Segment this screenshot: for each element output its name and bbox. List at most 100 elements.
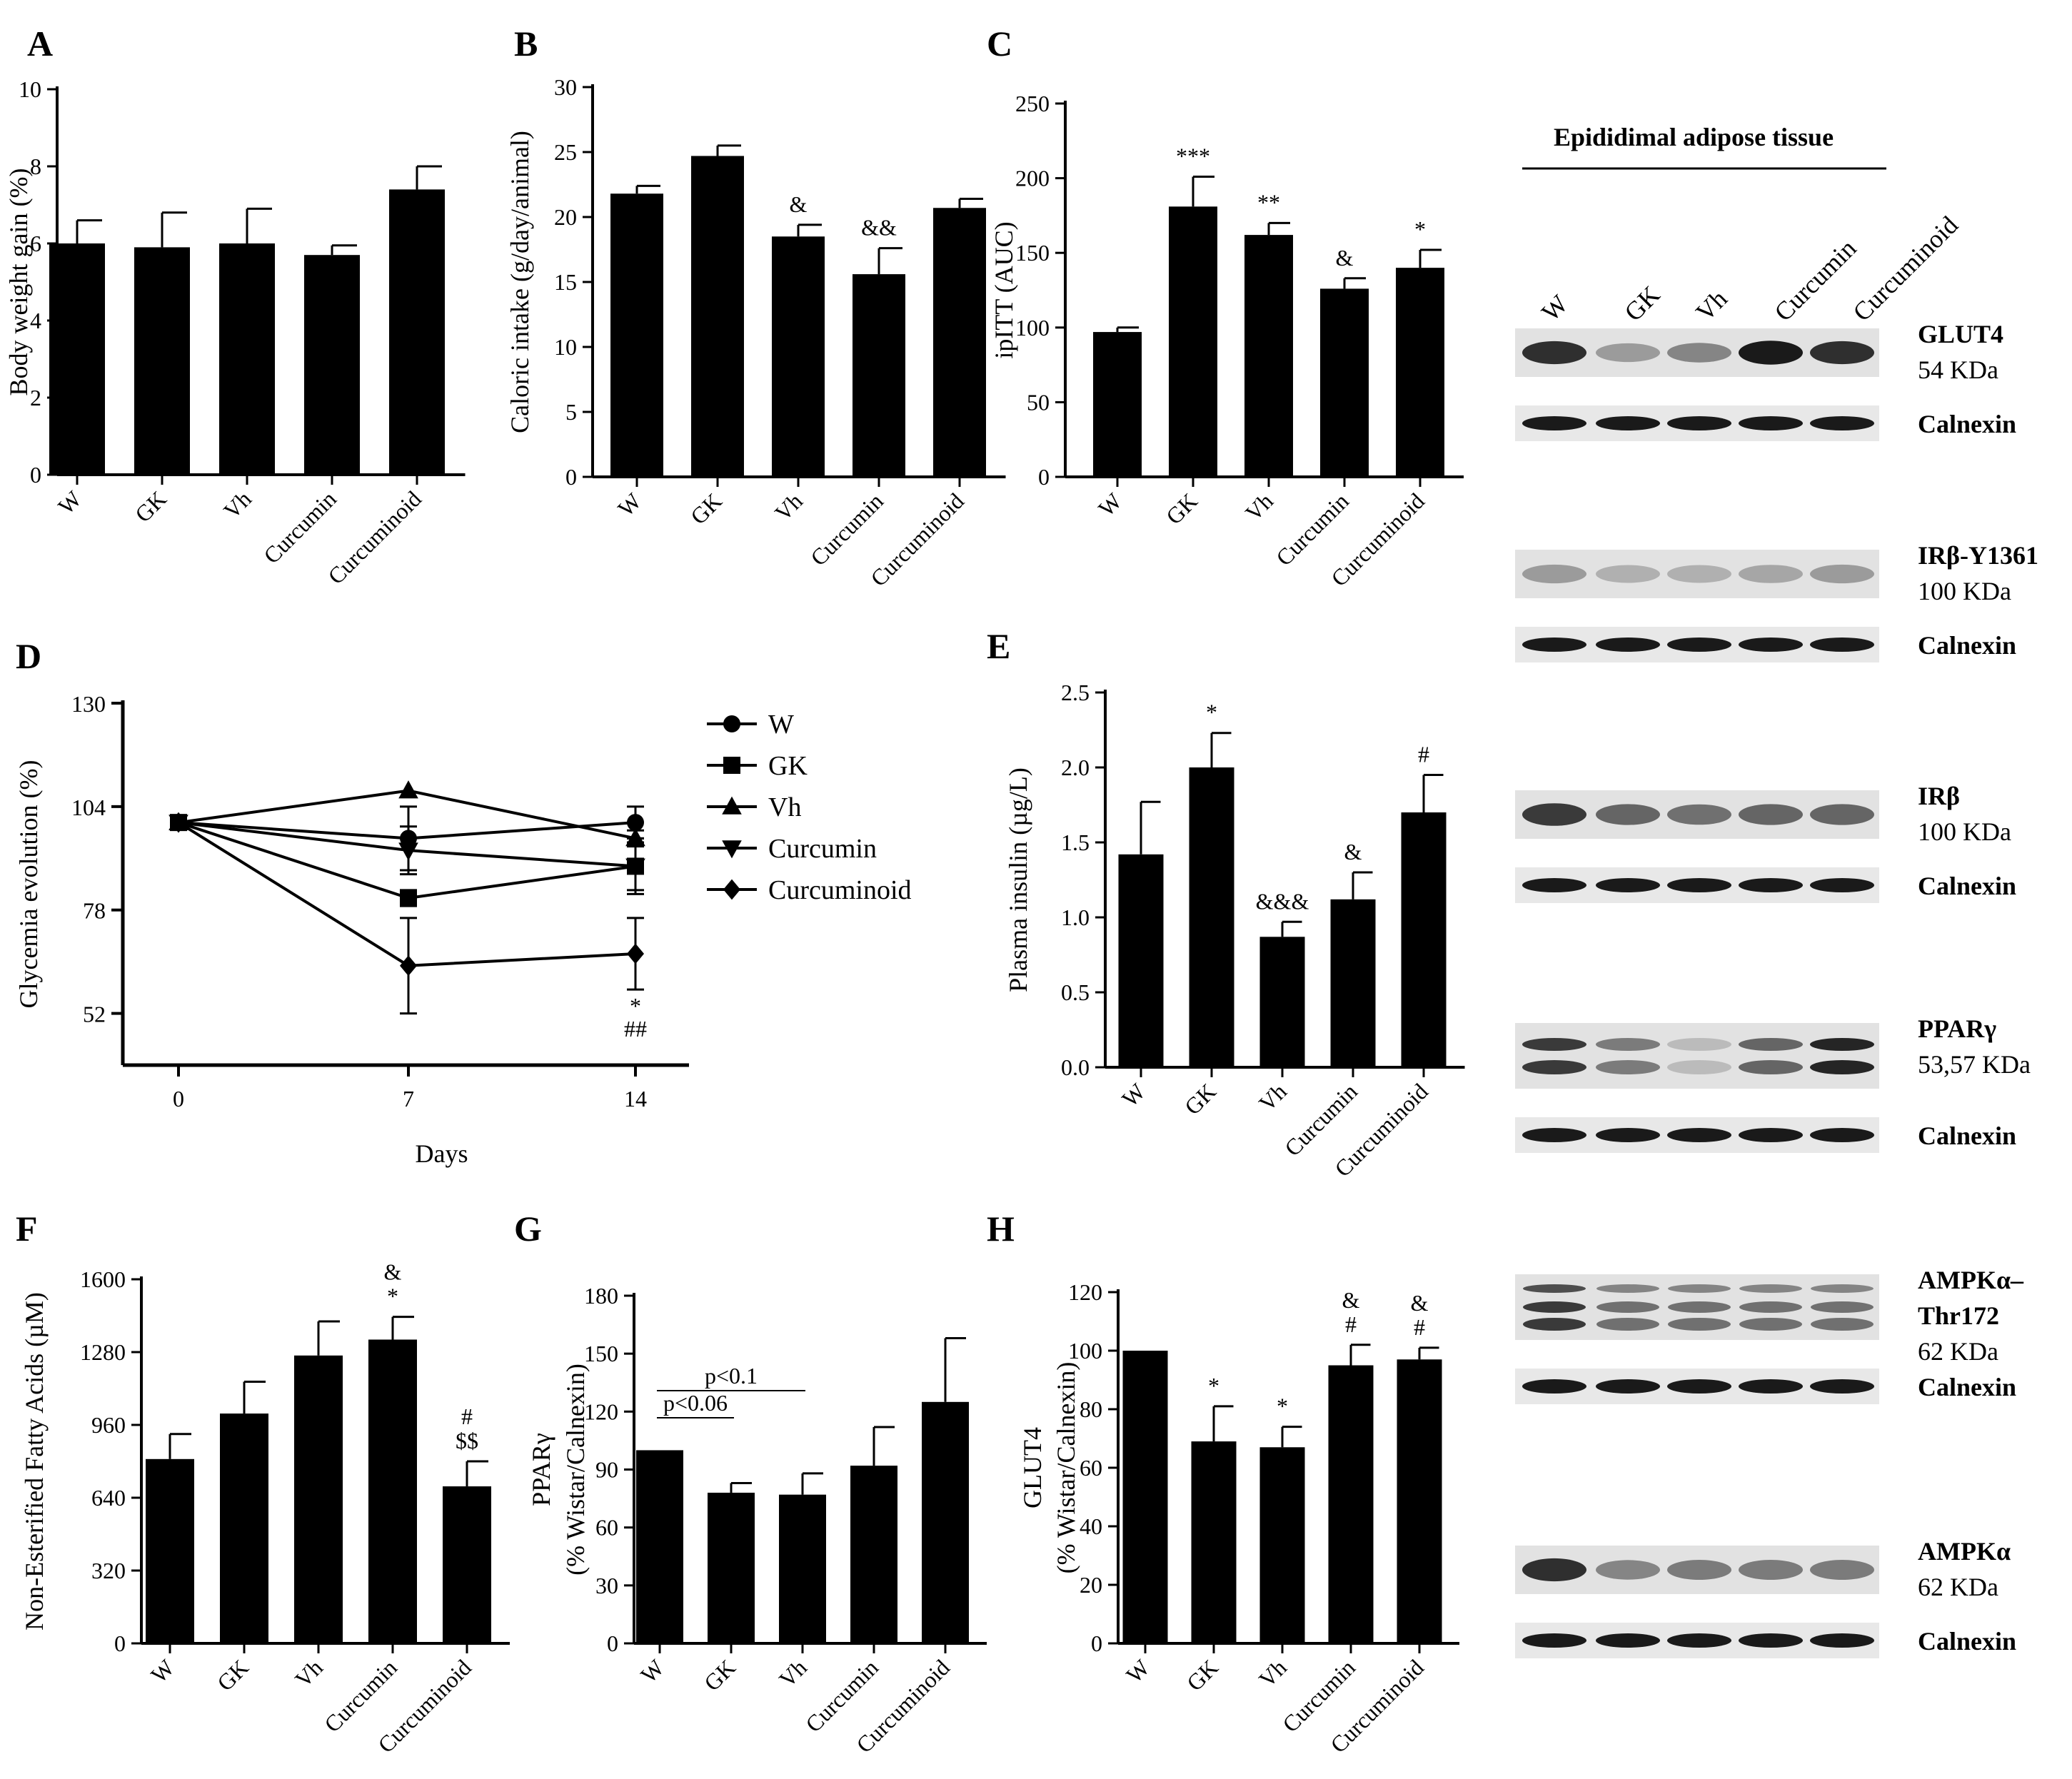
blot-band bbox=[1667, 1038, 1731, 1051]
comparison-label: p<0.06 bbox=[663, 1390, 728, 1416]
bar-curcuminoid bbox=[1397, 1359, 1442, 1643]
bar-curcumin bbox=[304, 255, 360, 475]
x-tick-label: W bbox=[1121, 1654, 1155, 1688]
y-tick-label: 150 bbox=[584, 1341, 618, 1366]
bar-vh bbox=[779, 1494, 826, 1643]
y-tick-label: 2 bbox=[30, 385, 41, 410]
significance-mark: # bbox=[461, 1403, 473, 1429]
y-tick-label: 25 bbox=[554, 139, 577, 165]
x-tick-label: GK bbox=[212, 1654, 253, 1695]
blot-band bbox=[1596, 1060, 1660, 1074]
y-tick-label: 80 bbox=[1080, 1396, 1102, 1422]
y-tick-label: 0 bbox=[1038, 464, 1050, 490]
panel-d-chart: D 52 78 104 130 0 7 14 Days Glycemia evolution (%… bbox=[14, 636, 912, 1168]
x-tick-label: W bbox=[146, 1654, 179, 1688]
bar-w bbox=[610, 193, 663, 477]
blot-band bbox=[1522, 564, 1586, 584]
blot-band-loading bbox=[1739, 416, 1803, 430]
x-tick-label: GK bbox=[1161, 488, 1202, 529]
significance-mark: ** bbox=[1257, 189, 1280, 215]
blot-band-loading bbox=[1739, 878, 1803, 892]
significance-mark: *** bbox=[1176, 143, 1210, 169]
y-tick-label: 6 bbox=[30, 231, 41, 256]
y-tick-label: 60 bbox=[595, 1515, 618, 1541]
x-tick-label: GK bbox=[699, 1654, 740, 1695]
y-axis-label: Body weight gain (%) bbox=[4, 168, 33, 396]
bar-w bbox=[636, 1450, 683, 1643]
blot-band bbox=[1739, 1284, 1802, 1293]
lane-label: Vh bbox=[1690, 284, 1732, 326]
legend-label: W bbox=[768, 710, 794, 740]
legend-marker-vh bbox=[722, 796, 742, 815]
y-tick-label: 0 bbox=[114, 1631, 126, 1656]
blot-band bbox=[1739, 1318, 1802, 1331]
blot-band-loading bbox=[1596, 878, 1660, 892]
x-tick-label: Vh bbox=[1254, 1654, 1292, 1692]
bar-gk bbox=[134, 247, 190, 475]
blot-kda-label: 53,57 KDa bbox=[1918, 1050, 2031, 1079]
bar-w bbox=[146, 1458, 194, 1643]
blot-band-loading bbox=[1596, 416, 1660, 430]
blot-band-loading bbox=[1739, 1633, 1803, 1648]
y-tick-label: 120 bbox=[1068, 1279, 1102, 1305]
y-tick-label: 10 bbox=[554, 334, 577, 360]
bar-vh bbox=[1244, 235, 1293, 477]
lane-label: Curcumin bbox=[1769, 234, 1861, 327]
legend-label: GK bbox=[768, 751, 808, 781]
bar-curcumin bbox=[850, 1466, 897, 1643]
bar-w bbox=[1118, 854, 1164, 1067]
panel-a-chart: A 0 2 4 6 8 10 Body weight gain (%) W GK Vh Curcumi… bbox=[4, 24, 466, 589]
blot-band bbox=[1739, 1560, 1803, 1580]
bar-w bbox=[49, 243, 105, 475]
x-tick-label: Vh bbox=[770, 488, 808, 525]
blot-protein-label-2: Thr172 bbox=[1918, 1301, 1999, 1330]
blot-band bbox=[1739, 341, 1803, 365]
y-tick-label: 2.5 bbox=[1061, 680, 1090, 705]
y-tick-label: 50 bbox=[1027, 389, 1050, 415]
panel-label: E bbox=[987, 626, 1010, 666]
y-tick-label: 180 bbox=[584, 1283, 618, 1309]
y-axis-label-2: (% Wistar/Calnexin) bbox=[561, 1364, 590, 1576]
bar-gk bbox=[220, 1413, 268, 1643]
blot-kda-label: 100 KDa bbox=[1918, 817, 2011, 846]
significance-mark: * bbox=[1277, 1394, 1288, 1419]
x-tick-label: GK bbox=[1182, 1654, 1223, 1695]
x-axis-label: Days bbox=[416, 1139, 468, 1168]
significance-mark: & bbox=[790, 191, 808, 217]
x-tick-label: 0 bbox=[173, 1086, 184, 1112]
x-tick-label: GK bbox=[685, 488, 727, 529]
blot-band bbox=[1667, 1060, 1731, 1074]
blot-kda-label: 62 KDa bbox=[1918, 1337, 1998, 1366]
blot-protein-label: IRβ-Y1361 bbox=[1918, 541, 2038, 570]
significance-mark: & bbox=[1342, 1287, 1360, 1313]
y-tick-label: 100 bbox=[1068, 1338, 1102, 1364]
blot-band-loading bbox=[1522, 416, 1586, 430]
x-tick-label: 14 bbox=[624, 1086, 647, 1112]
x-tick-label: GK bbox=[1180, 1078, 1221, 1119]
bar-curcuminoid bbox=[933, 208, 986, 477]
y-tick-label: 15 bbox=[554, 269, 577, 295]
bar-gk bbox=[691, 156, 744, 477]
blot-band bbox=[1810, 1560, 1874, 1580]
y-tick-label: 52 bbox=[83, 1002, 106, 1027]
y-tick-label: 130 bbox=[71, 691, 106, 717]
x-tick-label: W bbox=[53, 485, 86, 519]
blot-band bbox=[1596, 565, 1660, 583]
blot-loading-label: Calnexin bbox=[1918, 410, 2016, 438]
blot-band bbox=[1810, 1060, 1874, 1074]
blot-band bbox=[1811, 1301, 1874, 1313]
bar-vh bbox=[294, 1355, 343, 1643]
blot-band-loading bbox=[1810, 1633, 1874, 1648]
y-tick-label: 0.0 bbox=[1061, 1054, 1090, 1080]
significance-mark: * bbox=[1208, 1373, 1219, 1398]
significance-mark: && bbox=[861, 215, 897, 241]
x-tick-label: Vh bbox=[1254, 1078, 1292, 1116]
y-tick-label: 20 bbox=[1080, 1572, 1102, 1598]
blot-title: Epididimal adipose tissue bbox=[1554, 123, 1834, 151]
y-tick-label: 0 bbox=[607, 1631, 618, 1656]
y-tick-label: 60 bbox=[1080, 1455, 1102, 1481]
y-tick-label: 0 bbox=[1091, 1631, 1102, 1656]
significance-mark: * bbox=[1206, 700, 1217, 725]
blot-band-loading bbox=[1667, 878, 1731, 892]
